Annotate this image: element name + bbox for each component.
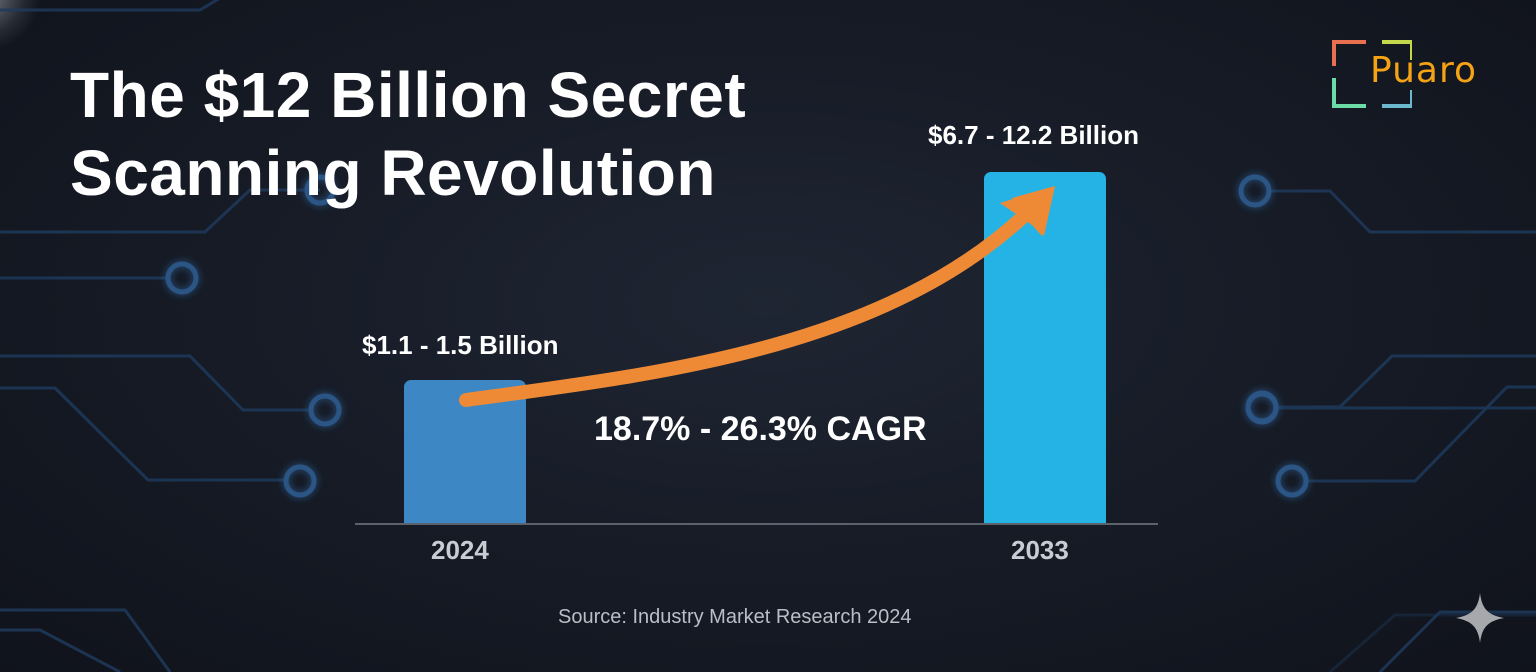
bar-2033: [984, 172, 1106, 524]
logo-text: Puaro: [1370, 50, 1477, 91]
x-axis-label-2024: 2024: [431, 535, 489, 565]
bar-2024: [404, 380, 526, 524]
bar-value-label-2024: $1.1 - 1.5 Billion: [362, 330, 559, 360]
page-title: The $12 Billion Secret Scanning Revoluti…: [70, 56, 746, 212]
sparkle-star-icon: [1456, 593, 1504, 643]
brand-logo: Puaro: [1332, 40, 1502, 112]
bar-value-label-2033: $6.7 - 12.2 Billion: [928, 120, 1139, 150]
x-axis-line: [355, 523, 1158, 525]
bracket-frame-logo-icon: [1332, 40, 1412, 108]
title-line-1: The $12 Billion Secret: [70, 59, 747, 131]
source-caption: Source: Industry Market Research 2024: [558, 606, 912, 628]
title-line-2: Scanning Revolution: [70, 137, 716, 209]
x-axis-label-2033: 2033: [1011, 535, 1069, 565]
cagr-annotation: 18.7% - 26.3% CAGR: [594, 410, 927, 448]
